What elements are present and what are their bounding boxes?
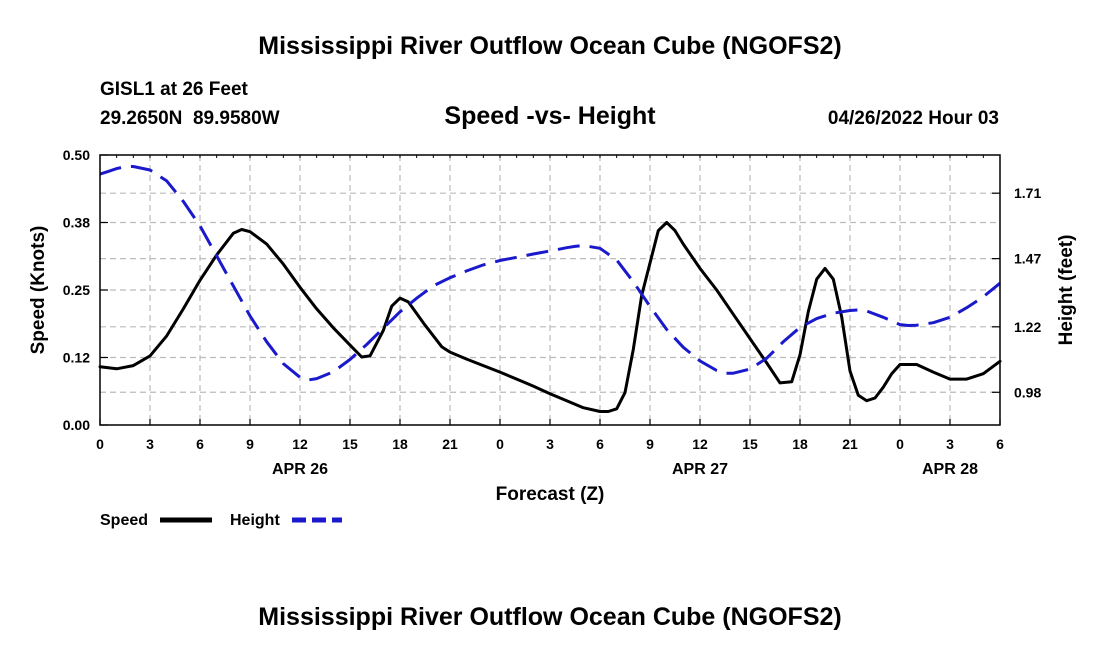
series-line-speed	[98, 221, 1002, 413]
legend-speed-label: Speed	[100, 512, 148, 529]
coordinates-label: 29.2650N 89.9580W	[100, 108, 280, 129]
y2-tick-label: 1.71	[1014, 185, 1041, 201]
y2-tick-labels: 0.98 1.22 1.47 1.71	[1014, 185, 1041, 400]
y-tick-labels: 0.00 0.12 0.25 0.38 0.50	[63, 147, 90, 433]
x-tick-label: 6	[596, 436, 604, 452]
x-tick-label: 12	[692, 436, 708, 452]
series-line-height	[99, 165, 1001, 382]
x-tick-label: 9	[646, 436, 654, 452]
y-tick-label: 0.00	[63, 417, 90, 433]
x-tick-label: 18	[392, 436, 408, 452]
x-tick-label: 3	[146, 436, 154, 452]
x-tick-label: 21	[842, 436, 858, 452]
legend: Speed Height	[100, 512, 342, 529]
date-label: APR 26	[272, 461, 328, 478]
x-tick-label: 15	[742, 436, 758, 452]
y-axis-label: Speed (Knots)	[28, 226, 49, 355]
y-tick-label: 0.50	[63, 147, 90, 163]
chart-title: Speed -vs- Height	[444, 102, 656, 130]
x-tick-label: 18	[792, 436, 808, 452]
x-tick-label: 9	[246, 436, 254, 452]
x-tick-labels: 0 3 6 9 12 15 18 21 0 3 6 9 12 15 18 21 0 3 6	[96, 436, 1004, 452]
y-tick-label: 0.12	[63, 350, 90, 366]
y2-axis-label: Height (feet)	[1056, 235, 1077, 346]
y2-tick-label: 1.22	[1014, 319, 1041, 335]
date-labels: APR 26 APR 27 APR 28	[272, 461, 978, 478]
y2-tick-label: 0.98	[1014, 384, 1041, 400]
x-tick-label: 12	[292, 436, 308, 452]
y2-tick-label: 1.47	[1014, 251, 1041, 267]
x-tick-label: 3	[546, 436, 554, 452]
x-tick-label: 6	[196, 436, 204, 452]
y-tick-label: 0.38	[63, 215, 90, 231]
bottom-title: Mississippi River Outflow Ocean Cube (NG…	[258, 603, 841, 631]
series-lines	[98, 165, 1002, 413]
x-tick-label: 0	[96, 436, 104, 452]
forecast-timestamp: 04/26/2022 Hour 03	[828, 108, 999, 129]
main-title: Mississippi River Outflow Ocean Cube (NG…	[258, 32, 841, 60]
grid	[100, 155, 1000, 425]
x-tick-label: 0	[896, 436, 904, 452]
date-label: APR 27	[672, 461, 728, 478]
plot-frame	[99, 154, 1001, 426]
x-tick-label: 3	[946, 436, 954, 452]
date-label: APR 28	[922, 461, 978, 478]
legend-height-label: Height	[230, 512, 280, 529]
x-tick-label: 6	[996, 436, 1004, 452]
y-tick-label: 0.25	[63, 282, 90, 298]
x-tick-label: 15	[342, 436, 358, 452]
x-axis-label: Forecast (Z)	[496, 484, 605, 505]
station-label: GISL1 at 26 Feet	[100, 79, 249, 100]
x-tick-label: 21	[442, 436, 458, 452]
x-tick-label: 0	[496, 436, 504, 452]
